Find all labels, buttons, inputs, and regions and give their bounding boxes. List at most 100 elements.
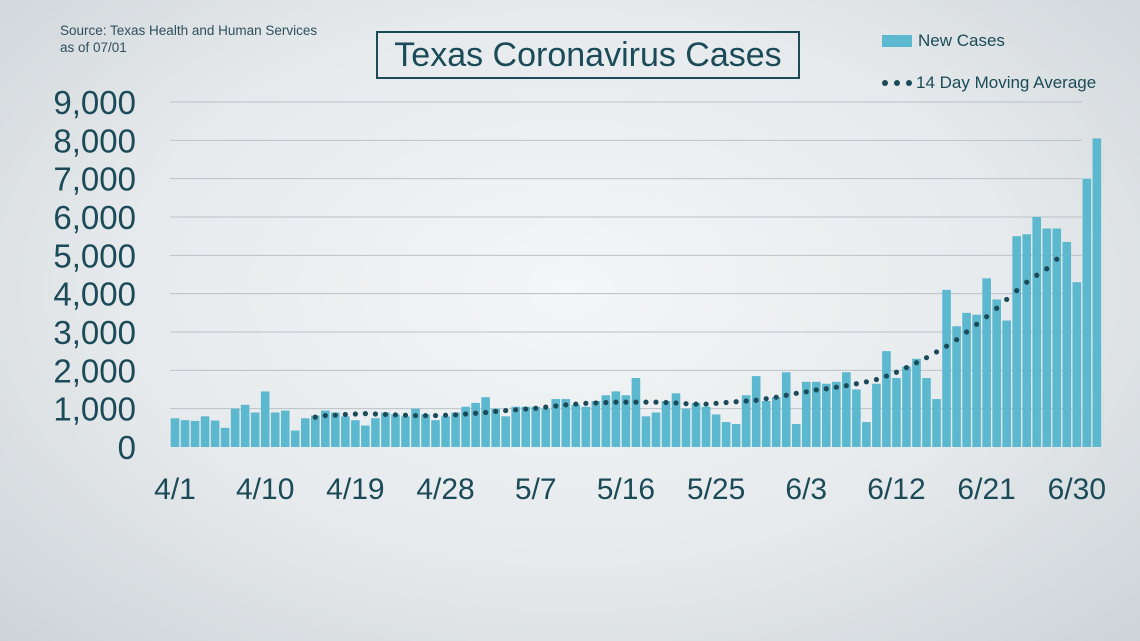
legend: New Cases 14 Day Moving Average (882, 30, 1096, 94)
x-tick-label: 4/19 (326, 473, 384, 506)
moving-average-point (653, 399, 659, 405)
bar (240, 404, 250, 447)
bar (200, 416, 210, 447)
y-tick-label: 1,000 (53, 391, 136, 428)
bar (862, 422, 871, 447)
moving-average-point (613, 399, 619, 405)
bar (351, 420, 360, 447)
y-tick-label: 7,000 (53, 161, 136, 198)
bar (511, 406, 520, 447)
bar (310, 415, 320, 447)
legend-bar-swatch (882, 35, 912, 47)
source-line: Source: Texas Health and Human Services (60, 23, 318, 38)
bar (621, 395, 631, 447)
moving-average-point (342, 411, 348, 418)
moving-average-point (412, 412, 419, 419)
bar (531, 406, 541, 447)
bar (731, 424, 741, 447)
bar (771, 397, 781, 447)
bar (180, 420, 190, 447)
moving-average-point (974, 321, 980, 327)
bar (250, 412, 260, 447)
bars-new-cases (170, 138, 1102, 447)
y-tick-label: 9,000 (53, 84, 136, 121)
y-tick-label: 6,000 (53, 199, 136, 236)
bar (681, 408, 691, 447)
moving-average-point (382, 411, 389, 418)
moving-average-point (663, 399, 669, 406)
bar (491, 408, 500, 447)
bar (521, 406, 531, 447)
moving-average-point (933, 349, 940, 355)
legend-label-new-cases: New Cases (918, 31, 1005, 50)
moving-average-point (1054, 256, 1060, 262)
moving-average-point (943, 343, 950, 349)
bar (822, 383, 831, 447)
x-tick-label: 4/28 (416, 473, 474, 506)
bar (611, 391, 621, 447)
moving-average-point (603, 399, 609, 406)
moving-average-point (332, 412, 338, 418)
bar (220, 427, 230, 447)
x-tick-label: 6/30 (1048, 473, 1106, 506)
legend-item-new-cases: New Cases (882, 30, 1096, 52)
moving-average-point (994, 305, 1000, 311)
bar (651, 412, 661, 447)
moving-average-point (1034, 272, 1040, 278)
bar (331, 412, 340, 447)
bar (451, 412, 460, 447)
bar (381, 412, 390, 447)
moving-average-point (813, 387, 819, 393)
moving-average-point (883, 373, 890, 379)
bar (401, 416, 410, 447)
moving-average-point (773, 394, 779, 400)
moving-average-point (783, 392, 789, 398)
moving-average-point (913, 360, 920, 366)
bar (441, 416, 450, 447)
moving-average-point (873, 376, 880, 383)
moving-average-point (322, 412, 328, 419)
bar (300, 418, 310, 447)
x-tick-label: 4/1 (154, 473, 196, 506)
moving-average-point (543, 404, 549, 410)
legend-item-moving-average: 14 Day Moving Average (882, 72, 1096, 94)
bar (912, 358, 921, 447)
bar (842, 372, 851, 447)
moving-average-point (953, 337, 960, 343)
bar (260, 391, 270, 447)
bar (942, 289, 951, 447)
bar (270, 412, 280, 447)
bar (832, 381, 841, 447)
moving-average-point (392, 412, 399, 418)
bar (481, 397, 490, 447)
moving-average-point (843, 383, 849, 389)
bar (902, 366, 911, 447)
bar (1002, 320, 1011, 447)
bar (391, 414, 400, 447)
bar (952, 326, 961, 447)
moving-average-point (493, 408, 499, 414)
bar (1032, 217, 1042, 447)
bar (811, 381, 821, 447)
x-tick-label: 5/7 (515, 473, 557, 506)
legend-dots-swatch (882, 80, 912, 86)
bar (992, 299, 1001, 447)
moving-average-point (903, 365, 910, 371)
bar (411, 408, 420, 447)
moving-average-point (893, 369, 900, 375)
moving-average-point (372, 411, 379, 417)
bar (1042, 228, 1052, 447)
bar (501, 416, 510, 447)
moving-average-point (1024, 279, 1030, 285)
bar (801, 381, 811, 447)
x-tick-label: 5/16 (597, 473, 655, 506)
bar (431, 420, 440, 447)
moving-average-point (563, 402, 569, 408)
bar (341, 416, 350, 447)
bar (661, 401, 671, 447)
moving-average-point (793, 390, 799, 396)
bar (882, 351, 891, 447)
bar (371, 418, 380, 447)
bar (601, 395, 611, 447)
bar (471, 402, 480, 447)
